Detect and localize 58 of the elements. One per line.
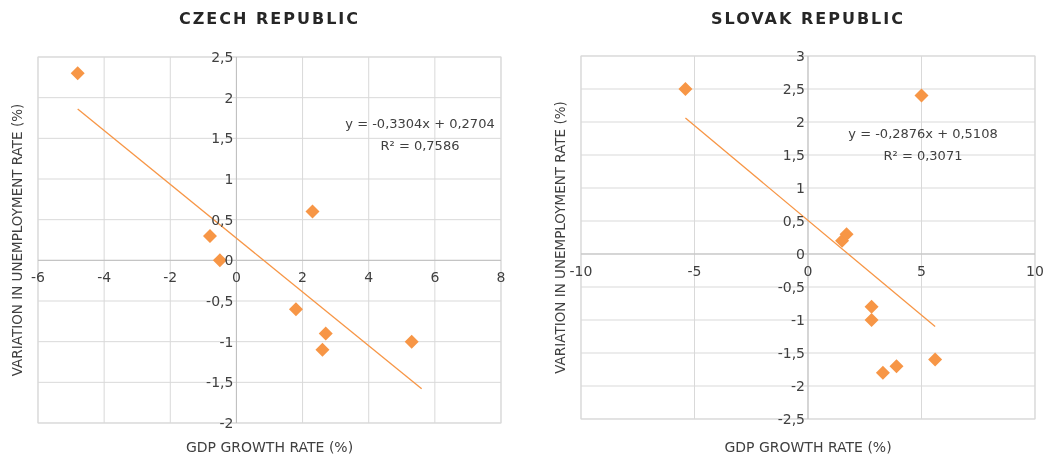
point — [928, 352, 943, 367]
x-tick-label: -10 — [569, 263, 593, 279]
y-tick-label: 1 — [796, 180, 805, 196]
y-tick-label: -0,5 — [777, 279, 805, 295]
y-tick-label: -1 — [791, 312, 805, 328]
point — [864, 299, 879, 314]
x-tick-label: 8 — [496, 269, 506, 286]
y-axis-title: VARIATION IN UNEMPLOYMENT RATE (%) — [9, 103, 25, 377]
point — [889, 359, 904, 374]
y-tick-label: 2,5 — [782, 81, 805, 97]
point — [315, 342, 330, 357]
y-tick-label: 0 — [796, 246, 805, 262]
point — [678, 82, 693, 96]
point — [212, 253, 227, 268]
y-tick-label: 3 — [796, 48, 805, 64]
point — [404, 334, 419, 349]
y-tick-label: -1 — [219, 333, 234, 350]
y-tick-label: -2 — [791, 378, 805, 394]
point — [864, 313, 879, 327]
x-tick-label: -2 — [163, 269, 178, 286]
y-tick-label: 1 — [224, 171, 234, 187]
x-tick-label: 6 — [430, 269, 440, 286]
annotation: y = -0,2876x + 0,5108 — [848, 126, 998, 141]
point — [914, 88, 929, 103]
y-tick-label: 2,5 — [211, 49, 234, 65]
y-tick-label: -2,5 — [777, 411, 805, 427]
chart-title: SLOVAK REPUBLIC — [710, 9, 906, 28]
y-tick-label: -2 — [219, 415, 234, 431]
chart-title: CZECH REPUBLIC — [178, 9, 361, 28]
y-tick-label: -0,5 — [206, 293, 234, 309]
point — [875, 365, 890, 380]
y-tick-label: 2 — [224, 89, 234, 106]
x-tick-label: 5 — [917, 263, 926, 279]
point — [288, 302, 303, 317]
x-tick-label: -4 — [97, 269, 112, 286]
y-tick-label: 2 — [796, 114, 805, 130]
point — [70, 66, 85, 81]
annotation: R² = 0,3071 — [883, 148, 963, 163]
point — [202, 228, 217, 243]
annotation: y = -0,3304x + 0,2704 — [345, 116, 495, 131]
x-tick-label: 10 — [1026, 263, 1044, 279]
y-tick-label: -1,5 — [777, 345, 805, 361]
y-tick-label: -1,5 — [206, 374, 234, 391]
point — [839, 227, 854, 242]
annotation: R² = 0,7586 — [380, 138, 460, 153]
x-tick-label: 2 — [298, 269, 308, 286]
y-tick-label: 0,5 — [211, 211, 234, 228]
y-tick-label: 0,5 — [782, 213, 805, 229]
x-axis-title: GDP GROWTH RATE (%) — [724, 439, 892, 455]
x-tick-label: -5 — [687, 263, 702, 279]
x-axis-title: GDP GROWTH RATE (%) — [185, 439, 354, 455]
point — [305, 204, 320, 219]
y-axis-title: VARIATION IN UNEMPLOYMENT RATE (%) — [552, 101, 568, 374]
x-tick-label: 4 — [364, 269, 374, 286]
point — [318, 326, 333, 341]
y-tick-label: 1,5 — [211, 130, 234, 147]
y-tick-label: 1,5 — [782, 147, 805, 163]
x-tick-label: -6 — [31, 269, 46, 286]
